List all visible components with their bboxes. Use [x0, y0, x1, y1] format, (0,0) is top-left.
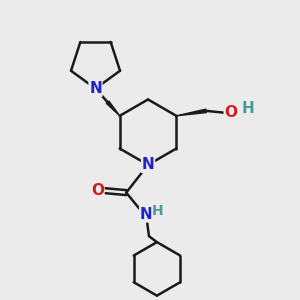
- Text: N: N: [89, 81, 102, 96]
- Text: N: N: [142, 158, 154, 172]
- Polygon shape: [106, 101, 120, 116]
- Text: N: N: [140, 207, 152, 222]
- Polygon shape: [176, 109, 206, 116]
- Text: O: O: [224, 105, 237, 120]
- Text: H: H: [241, 101, 254, 116]
- Text: O: O: [91, 183, 104, 198]
- Text: H: H: [152, 204, 164, 218]
